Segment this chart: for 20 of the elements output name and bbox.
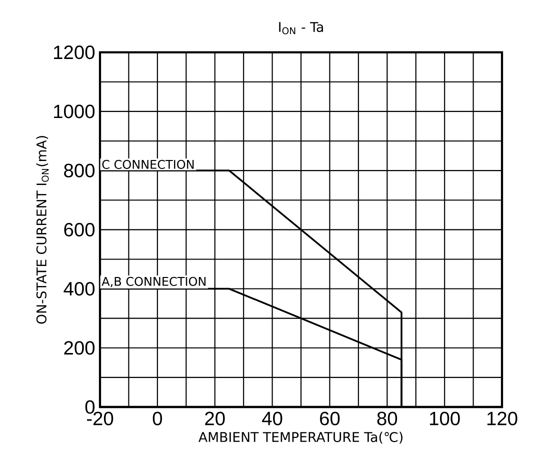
y-tick-label: 0 [85,400,95,414]
x-tick-label: 20 [205,412,225,426]
x-tick-label: 120 [487,412,518,426]
x-tick-label: 100 [430,412,460,426]
x-tick-label: 0 [152,412,162,426]
series-label: C CONNECTION [102,160,194,169]
y-tick-label: 400 [64,282,95,296]
x-axis-title: AMBIENT TEMPERATURE Ta(℃) [198,432,402,444]
x-tick-label: 80 [377,412,398,426]
x-tick-label: 60 [320,412,340,426]
y-tick-label: 800 [64,164,95,178]
y-axis-title: ON-STATE CURRENT I$_{ON}$(mA) [36,136,49,324]
chart-title: I$_{ON}$ - Ta [279,22,323,34]
y-tick-label: 200 [64,341,95,355]
x-tick-label: 40 [262,412,282,426]
y-tick-label: 600 [64,222,95,236]
x-tick-label: -20 [86,412,114,426]
y-tick-label: 1200 [54,46,95,60]
series-label: A,B CONNECTION [102,276,206,288]
y-tick-label: 1000 [54,104,95,118]
